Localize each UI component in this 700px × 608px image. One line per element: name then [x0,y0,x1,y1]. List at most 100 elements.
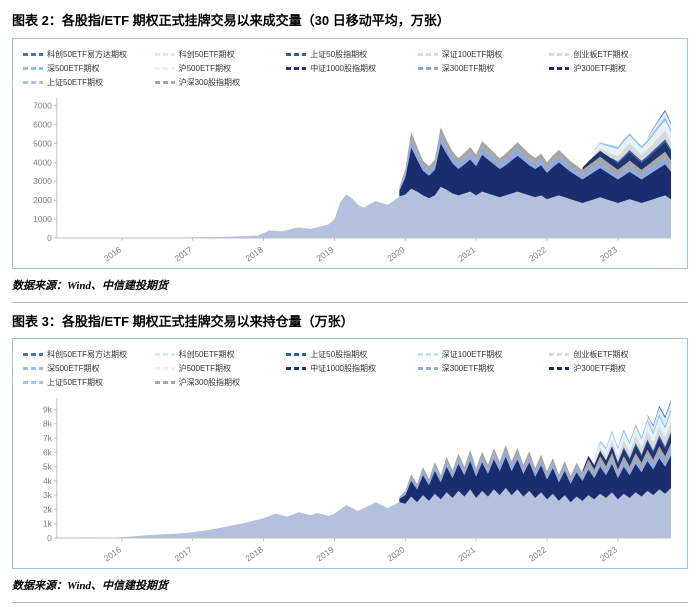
legend-dash-swatch-icon [154,367,175,371]
legend-dash-swatch-icon [549,367,570,371]
legend-dash-swatch-icon [154,52,175,56]
legend-label: 深证100ETF期权 [441,49,503,59]
legend-label: 沪深300股指期权 [178,378,240,388]
svg-text:2022: 2022 [527,244,548,263]
legend-item: 中证1000股指期权 [286,63,414,74]
legend-dash-swatch-icon [417,52,438,56]
svg-text:2k: 2k [43,504,53,514]
legend-dash-swatch-icon [286,52,307,56]
legend-item: 上证50ETF期权 [23,77,151,88]
legend-label: 科创50ETF期权 [178,49,235,59]
svg-text:2021: 2021 [456,244,477,263]
legend-item: 沪深300股指期权 [154,377,283,388]
legend-item: 深300ETF期权 [417,63,546,74]
legend-item: 深证100ETF期权 [417,49,546,60]
svg-text:2016: 2016 [102,544,123,563]
legend-dash-swatch-icon [286,66,307,70]
legend-item: 创业板ETF期权 [549,49,677,60]
legend-item: 沪300ETF期权 [549,63,677,74]
legend-dash-swatch-icon [417,353,438,357]
svg-text:2019: 2019 [314,544,335,563]
legend-item: 沪300ETF期权 [549,363,677,374]
legend-dash-swatch-icon [549,353,570,357]
legend-dash-swatch-icon [154,381,175,385]
legend-dash-swatch-icon [154,66,175,70]
legend-dash-swatch-icon [23,381,43,385]
figure2-legend: 科创50ETF易方达期权 科创50ETF期权 上证50股指期权 深证100ETF期权 创… [23,49,677,88]
svg-text:6k: 6k [43,447,53,457]
svg-text:4000: 4000 [33,157,52,167]
svg-text:0: 0 [47,533,52,543]
svg-text:6000: 6000 [33,119,52,129]
svg-text:2022: 2022 [527,544,548,563]
svg-text:7000: 7000 [33,100,52,110]
legend-dash-swatch-icon [23,367,43,371]
svg-text:8k: 8k [43,419,53,429]
legend-item: 创业板ETF期权 [549,349,677,360]
legend-label: 沪300ETF期权 [573,364,626,374]
legend-dash-swatch-icon [286,367,307,371]
figure2-chart-panel: 科创50ETF易方达期权 科创50ETF期权 上证50股指期权 深证100ETF期权 创… [12,37,688,269]
legend-dash-swatch-icon [286,353,307,357]
svg-text:2018: 2018 [244,244,265,263]
svg-text:1000: 1000 [33,214,52,224]
svg-text:5000: 5000 [33,138,52,148]
svg-text:3k: 3k [43,490,53,500]
svg-text:5k: 5k [43,462,53,472]
figure2-volume-area-chart: 0 1000 2000 3000 4000 5000 6000 7000 2016 2017 201… [33,97,672,263]
figure2-source-row: 数据来源：Wind、中信建投期货 [12,269,688,303]
legend-item: 沪深300股指期权 [154,77,283,88]
legend-label: 上证50ETF期权 [47,378,104,388]
legend-dash-swatch-icon [154,353,175,357]
legend-label: 科创50ETF易方达期权 [47,350,128,360]
legend-item: 深500ETF期权 [23,63,151,74]
legend-label: 中证1000股指期权 [310,364,376,374]
legend-label: 中证1000股指期权 [310,63,376,73]
svg-text:0: 0 [47,233,52,243]
figure3-chart-panel: 科创50ETF易方达期权 科创50ETF期权 上证50股指期权 深证100ETF期权 创… [12,338,688,570]
figure3-source-text: 数据来源：Wind、中信建投期货 [12,580,169,593]
figure3-title: 图表 3：各股指/ETF 期权正式挂牌交易以来持仓量（万张） [12,313,354,329]
figure3-source-row: 数据来源：Wind、中信建投期货 [12,569,688,604]
legend-item: 科创50ETF易方达期权 [23,49,151,60]
svg-text:2021: 2021 [456,544,477,563]
legend-dash-swatch-icon [549,66,570,70]
legend-dash-swatch-icon [23,66,43,70]
figure2-title: 图表 2：各股指/ETF 期权正式挂牌交易以来成交量（30 日移动平均，万张） [12,13,450,28]
svg-text:2016: 2016 [102,244,123,263]
svg-text:2020: 2020 [385,544,406,563]
figure3-legend: 科创50ETF易方达期权 科创50ETF期权 上证50股指期权 深证100ETF期权 创… [23,349,677,388]
legend-dash-swatch-icon [417,66,438,70]
svg-text:2000: 2000 [33,195,52,205]
legend-label: 沪500ETF期权 [178,63,232,73]
legend-label: 深500ETF期权 [47,63,100,73]
svg-text:7k: 7k [43,433,53,443]
legend-item: 科创50ETF期权 [154,49,283,60]
svg-text:2017: 2017 [173,544,194,563]
legend-label: 上证50ETF期权 [47,77,104,87]
legend-dash-swatch-icon [154,80,175,84]
svg-text:2023: 2023 [598,244,619,263]
legend-label: 上证50股指期权 [310,49,368,59]
svg-text:2018: 2018 [244,544,265,563]
legend-label: 沪300ETF期权 [573,63,626,73]
legend-item: 沪500ETF期权 [154,63,283,74]
legend-label: 深300ETF期权 [441,63,495,73]
legend-item: 科创50ETF期权 [154,349,283,360]
legend-item: 上证50股指期权 [286,349,414,360]
figure2-source-text: 数据来源：Wind、中信建投期货 [12,279,169,292]
legend-item: 沪500ETF期权 [154,363,283,374]
legend-label: 深证100ETF期权 [441,350,503,360]
legend-dash-swatch-icon [23,80,43,84]
legend-dash-swatch-icon [417,367,438,371]
legend-dash-swatch-icon [23,52,43,56]
legend-item: 上证50股指期权 [286,49,414,60]
svg-text:2019: 2019 [314,244,335,263]
legend-label: 深300ETF期权 [441,364,495,374]
svg-text:4k: 4k [43,476,53,486]
legend-label: 上证50股指期权 [310,350,368,360]
legend-label: 深500ETF期权 [47,364,100,374]
svg-text:9k: 9k [43,404,53,414]
svg-text:3000: 3000 [33,176,52,186]
